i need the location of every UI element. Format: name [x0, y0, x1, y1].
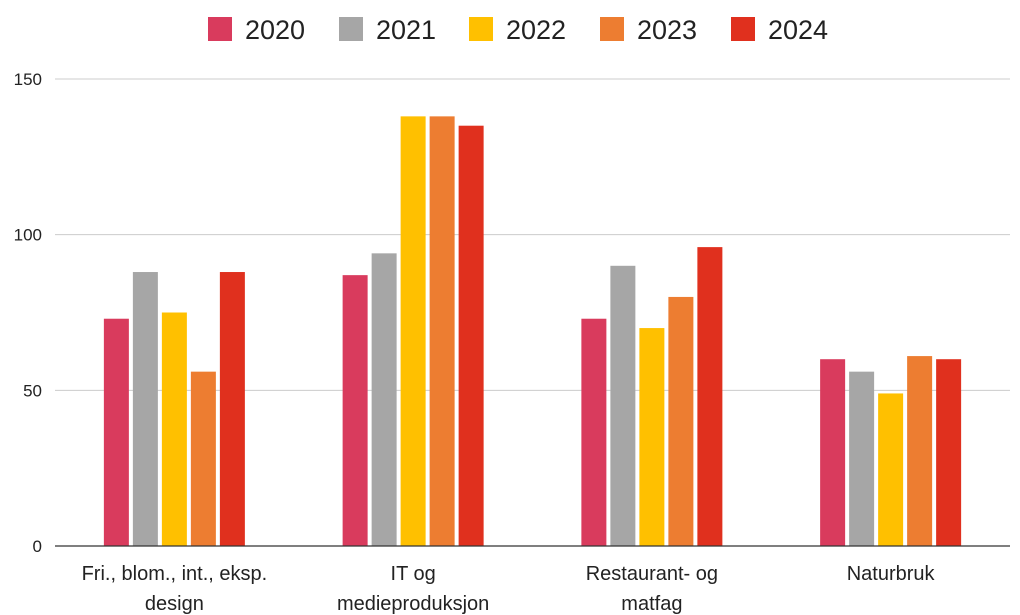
- legend-label-2024: 2024: [768, 15, 828, 45]
- bar-2021-0: [132, 272, 158, 546]
- bar-2023-2: [668, 296, 694, 546]
- bar-2023-1: [429, 116, 455, 547]
- bars: [103, 116, 962, 547]
- x-tick-label: Naturbruk: [847, 563, 936, 585]
- bar-2022-2: [639, 328, 665, 546]
- gridlines: [55, 78, 1010, 391]
- x-tick-label: matfag: [621, 593, 682, 615]
- bar-2024-1: [458, 125, 484, 546]
- legend-label-2022: 2022: [506, 15, 566, 45]
- x-axis-ticks: Fri., blom., int., eksp. design IT og medie…: [82, 563, 936, 615]
- legend-label-2021: 2021: [376, 15, 436, 45]
- bar-2024-2: [697, 247, 723, 546]
- bar-2020-0: [103, 318, 129, 546]
- bar-2023-0: [190, 371, 216, 546]
- legend-swatch-2023: [600, 17, 624, 41]
- x-tick-label: Restaurant- og: [586, 563, 718, 585]
- bar-2022-0: [161, 312, 187, 546]
- y-tick-label: 100: [14, 226, 42, 245]
- bar-2020-3: [820, 359, 846, 546]
- x-tick-label: Fri., blom., int., eksp.: [82, 563, 268, 585]
- bar-2022-3: [878, 393, 904, 546]
- bar-2020-1: [342, 275, 368, 546]
- bar-2024-0: [219, 272, 245, 546]
- legend-swatch-2024: [731, 17, 755, 41]
- x-tick-label: medieproduksjon: [337, 593, 489, 615]
- y-axis-ticks: 0 50 100 150: [14, 70, 42, 556]
- y-tick-label: 50: [23, 381, 42, 400]
- x-tick-label: IT og: [391, 563, 436, 585]
- legend-swatch-2022: [469, 17, 493, 41]
- bar-2021-2: [610, 265, 636, 546]
- y-tick-label: 150: [14, 70, 42, 89]
- bar-2023-3: [907, 356, 933, 546]
- legend-swatch-2020: [208, 17, 232, 41]
- bar-2024-3: [936, 359, 962, 546]
- bar-2020-2: [581, 318, 607, 546]
- legend-swatch-2021: [339, 17, 363, 41]
- bar-2021-3: [849, 371, 875, 546]
- y-tick-label: 0: [33, 537, 42, 556]
- legend: 2020 2021 2022 2023 2024: [208, 15, 828, 45]
- legend-label-2020: 2020: [245, 15, 305, 45]
- bar-2021-1: [371, 253, 397, 546]
- legend-label-2023: 2023: [637, 15, 697, 45]
- bar-2022-1: [400, 116, 426, 547]
- x-tick-label: design: [145, 593, 204, 615]
